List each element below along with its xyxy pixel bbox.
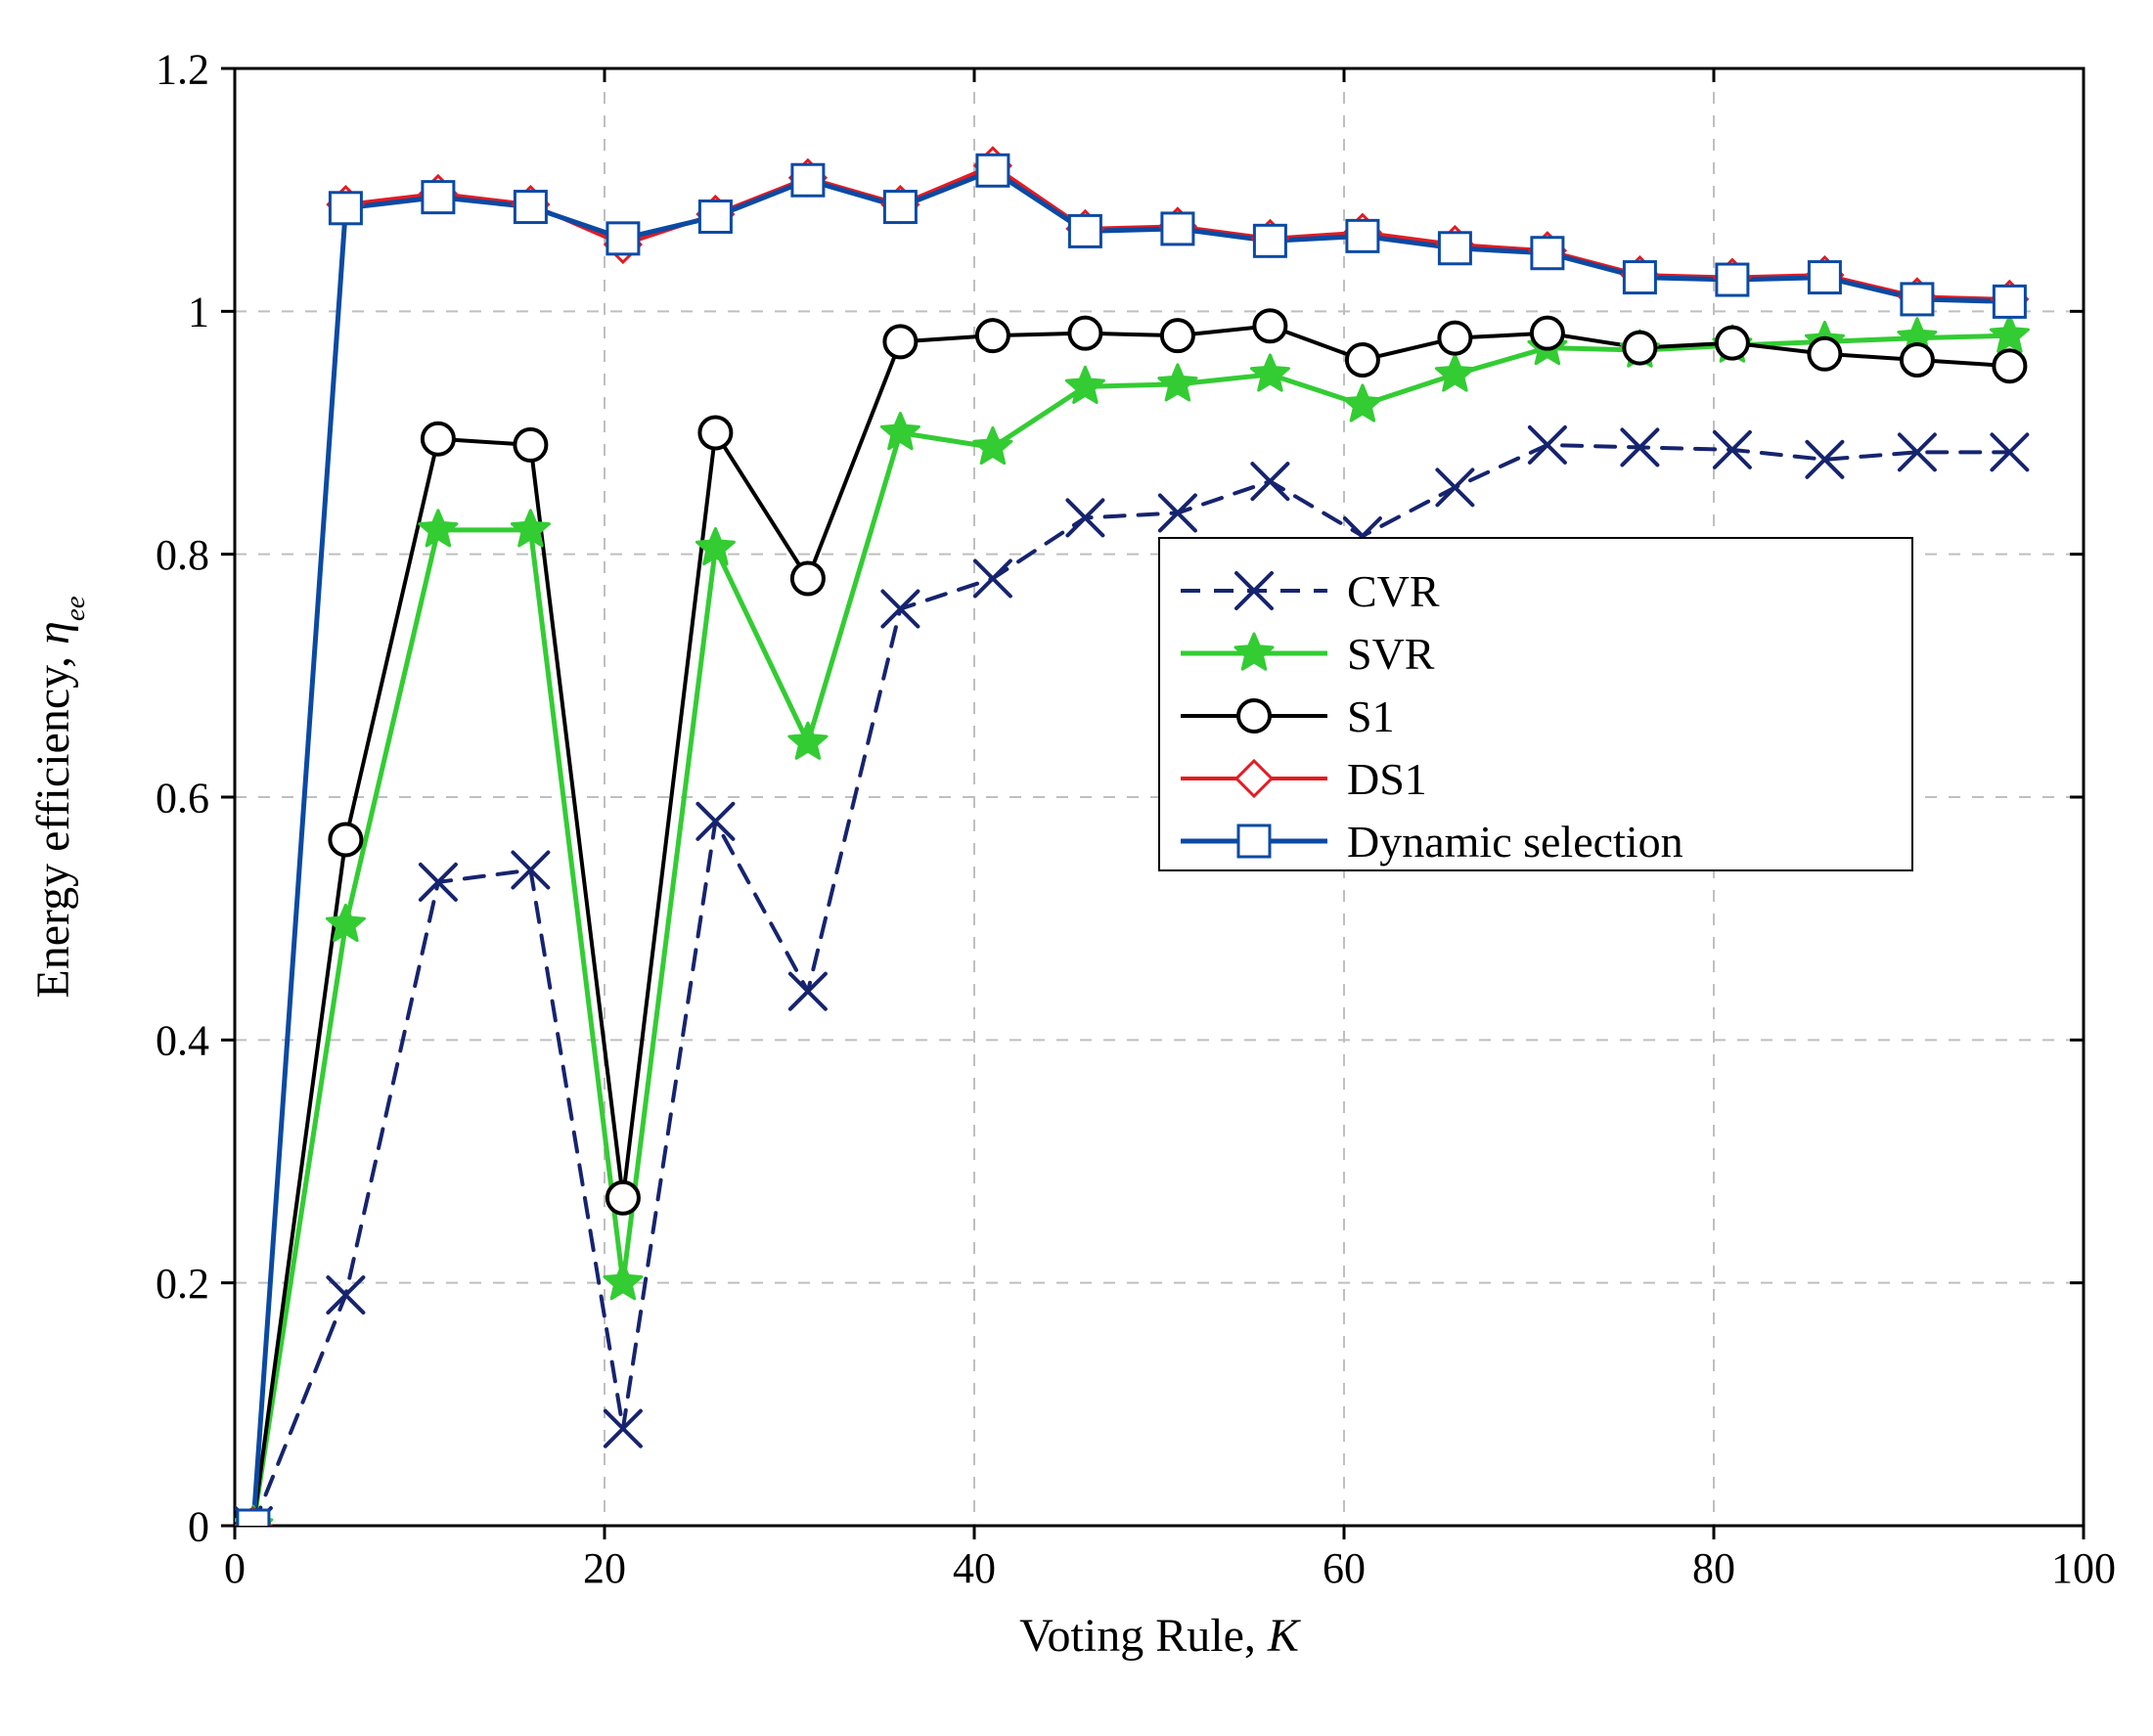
svg-text:S1: S1	[1347, 691, 1395, 741]
svg-text:0.2: 0.2	[156, 1260, 209, 1308]
svg-text:0.8: 0.8	[156, 531, 209, 579]
svg-text:Dynamic selection: Dynamic selection	[1347, 817, 1683, 867]
svg-text:0.6: 0.6	[156, 774, 209, 822]
svg-text:40: 40	[953, 1544, 996, 1592]
svg-text:80: 80	[1692, 1544, 1735, 1592]
svg-text:0: 0	[188, 1502, 209, 1550]
svg-text:SVR: SVR	[1347, 629, 1435, 679]
svg-text:Voting Rule, K: Voting Rule, K	[1019, 1610, 1302, 1662]
svg-text:1.2: 1.2	[156, 45, 209, 93]
svg-text:0.4: 0.4	[156, 1017, 209, 1065]
svg-text:20: 20	[583, 1544, 626, 1592]
svg-text:CVR: CVR	[1347, 566, 1440, 616]
svg-text:DS1: DS1	[1347, 754, 1427, 804]
chart-container: 0 20 40 60 80 100 0 0.2 0.4 0.6 0.8 1 1.2 Voting Rule…	[0, 0, 2153, 1736]
svg-text:100: 100	[2051, 1544, 2116, 1592]
svg-text:1: 1	[188, 289, 209, 336]
chart-svg: 0 20 40 60 80 100 0 0.2 0.4 0.6 0.8 1 1.2 Voting Rule…	[0, 0, 2153, 1736]
svg-text:60: 60	[1323, 1544, 1366, 1592]
svg-text:0: 0	[224, 1544, 246, 1592]
